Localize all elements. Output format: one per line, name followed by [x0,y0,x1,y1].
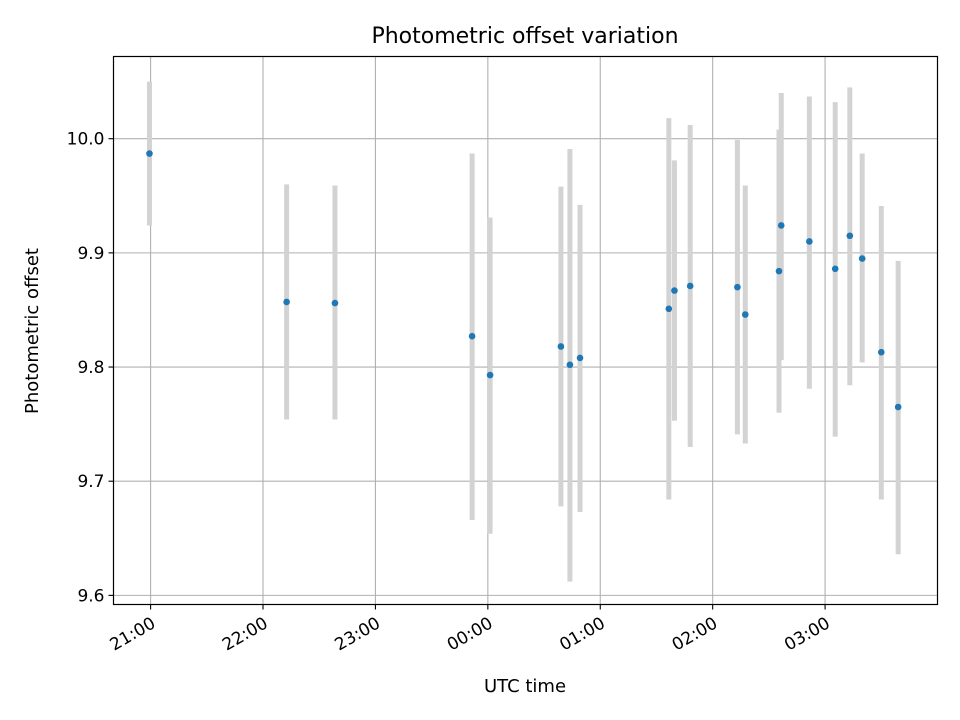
data-point [686,282,694,290]
data-point [846,232,854,240]
data-point [775,267,783,275]
data-point [331,299,339,307]
y-tick-label: 9.6 [77,586,104,606]
y-tick-label: 9.8 [77,358,104,378]
x-tick-label: 22:00 [219,614,271,656]
data-point [734,283,741,291]
data-point [894,403,902,411]
x-tick-label: 23:00 [331,614,383,656]
data-point [741,311,749,318]
y-axis-label: Photometric offset [22,248,43,414]
ticks: 9.6 9.7 9.8 9.9 10.0 21:00 22:00 23:00 00:00 01:0… [67,130,834,656]
data-point [566,361,574,369]
data-point [665,305,673,313]
data-point [283,298,290,306]
x-axis-label: UTC time [484,676,566,697]
y-tick-label: 9.9 [77,244,104,264]
data-point [557,343,565,350]
data-point [146,150,153,157]
chart-title: Photometric offset variation [371,24,678,49]
data-point [671,287,678,294]
x-tick-label: 21:00 [107,614,159,656]
x-tick-label: 03:00 [781,614,833,656]
plot-frame [112,55,939,606]
y-tick-label: 9.7 [77,472,104,492]
x-tick-label: 00:00 [444,614,496,656]
data-point [777,222,785,229]
data-point [858,255,866,262]
data-point [576,354,584,362]
grid [113,56,938,605]
data-point [806,238,813,245]
x-tick-label: 02:00 [669,614,721,656]
data-point [831,265,839,273]
x-tick-label: 01:00 [556,614,608,656]
y-tick-label: 10.0 [67,130,105,150]
data-point [486,371,494,379]
data-point [877,348,885,356]
data-points [146,150,902,411]
data-point [468,332,476,340]
error-bars [146,81,901,582]
